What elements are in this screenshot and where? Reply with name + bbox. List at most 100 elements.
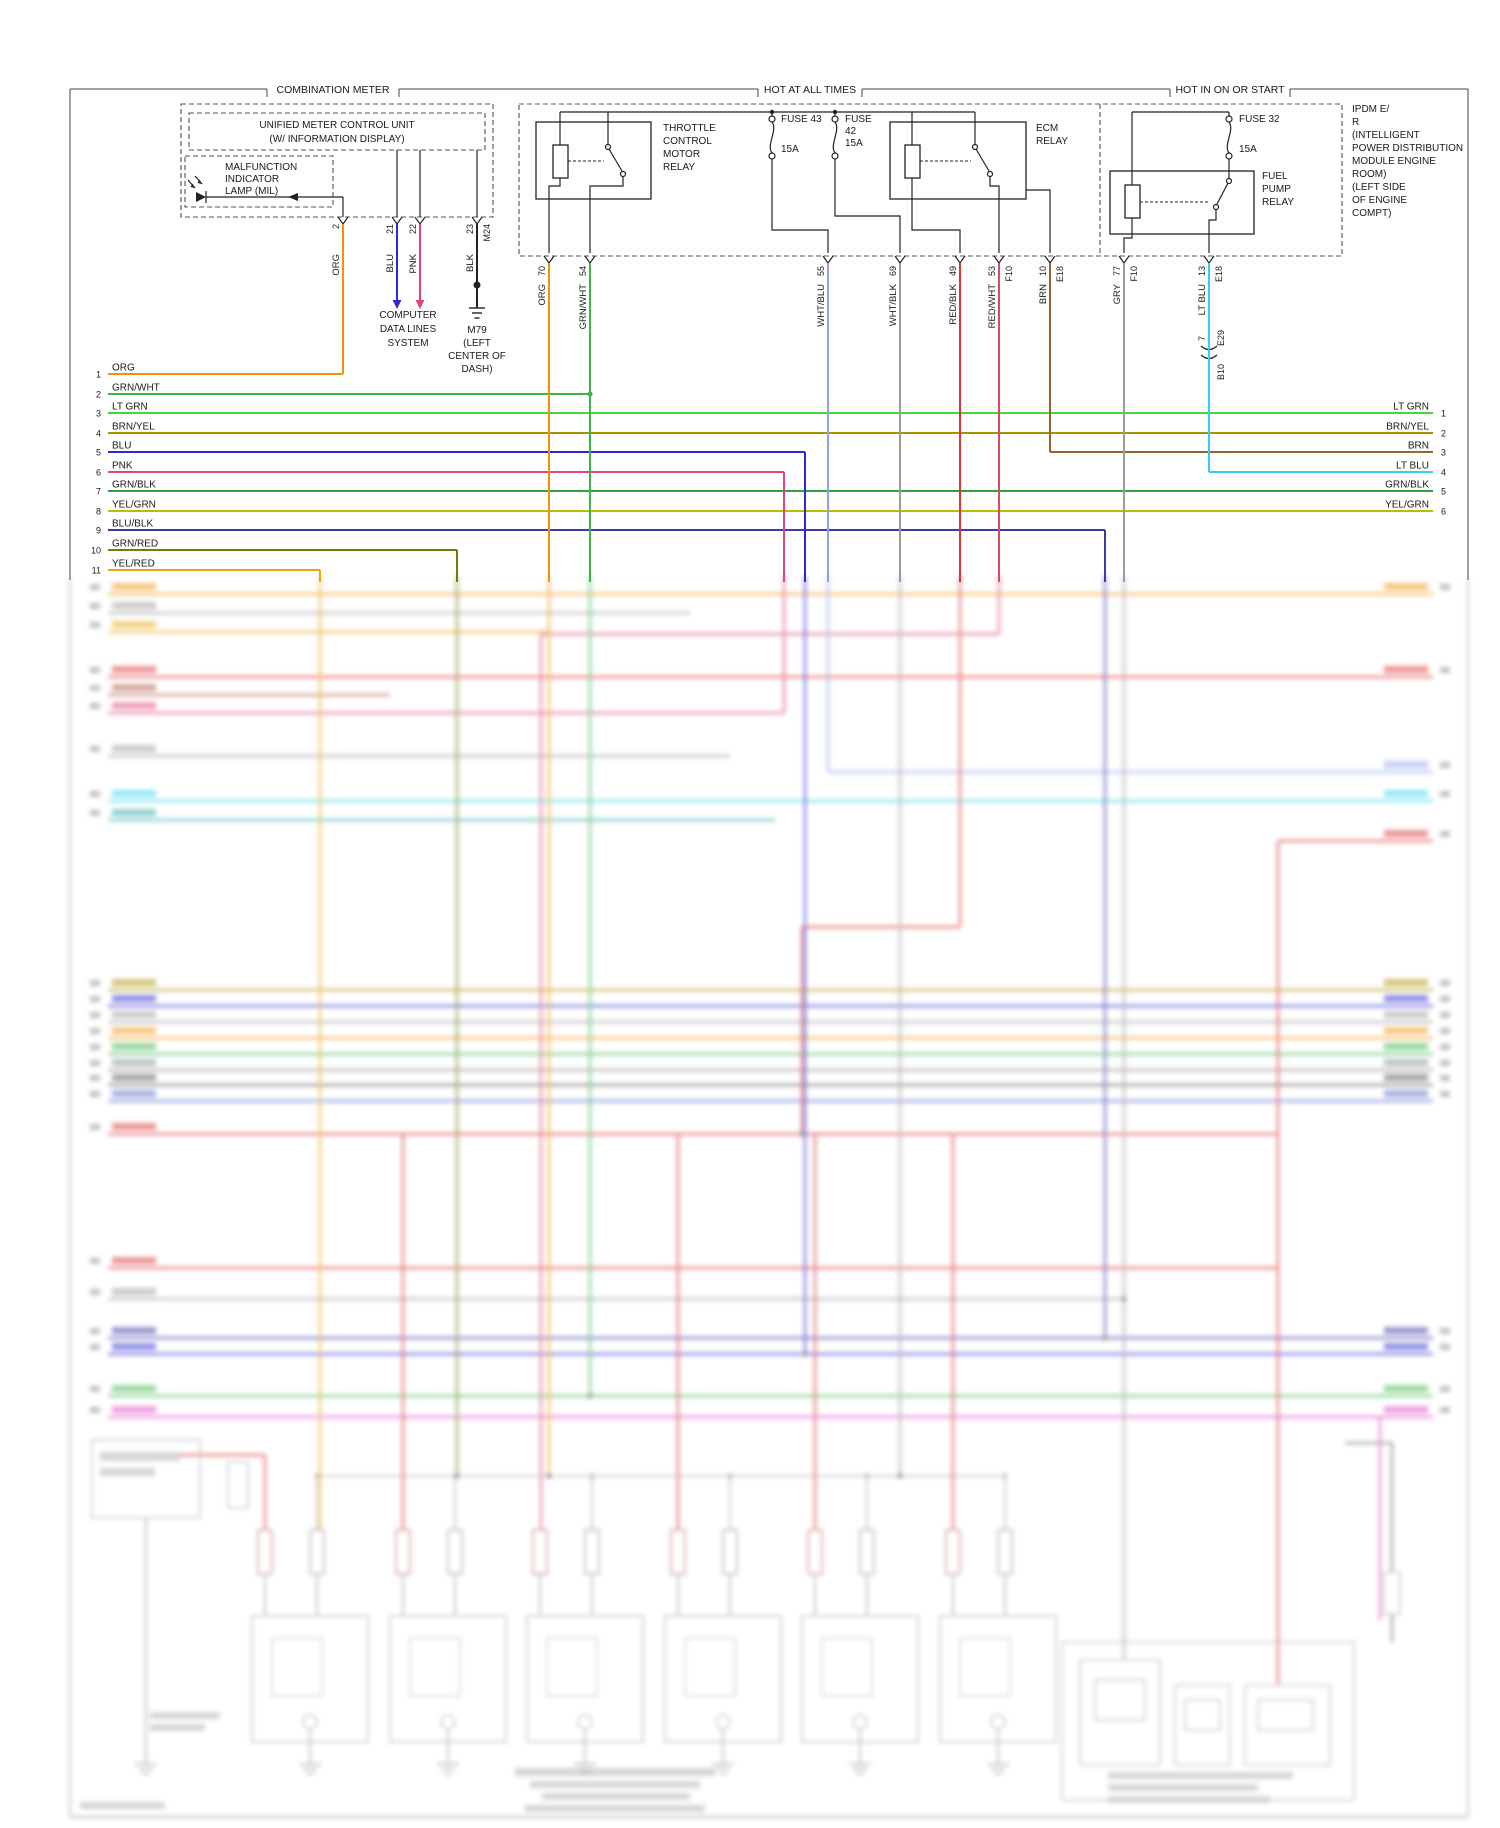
junction-dot bbox=[587, 391, 593, 397]
left-wire-label: YEL/RED bbox=[112, 559, 155, 570]
fuse-element bbox=[1226, 121, 1232, 154]
blurred-component-box bbox=[1257, 1699, 1314, 1731]
blurred-wire-label bbox=[1384, 1327, 1428, 1334]
blurred-wire-number bbox=[90, 1060, 100, 1066]
blurred-wire-label bbox=[112, 995, 156, 1002]
blurred-coil-connector bbox=[722, 1529, 738, 1575]
relay-box bbox=[889, 121, 1027, 200]
blurred-wire-number bbox=[1440, 1386, 1450, 1392]
blurred-component-box bbox=[91, 1439, 201, 1519]
throttle-control-motor-relay bbox=[535, 112, 652, 253]
ipdm-connector-name: F10 bbox=[1129, 266, 1139, 282]
meter-pin-wire-label: BLK bbox=[465, 253, 476, 272]
blurred-coil-connector bbox=[395, 1529, 411, 1575]
blurred-wire-label bbox=[112, 745, 156, 752]
passthrough-connector-from: E29 bbox=[1216, 330, 1226, 346]
ipdm-er-label: IPDM E/ R (INTELLIGENT POWER DISTRIBUTIO… bbox=[1352, 104, 1463, 219]
blurred-wire-number bbox=[1440, 1028, 1450, 1034]
blurred-wire-label bbox=[112, 602, 156, 609]
blurred-coil-inner-box bbox=[546, 1637, 598, 1697]
fuse-43-rating: 15A bbox=[781, 144, 799, 155]
blurred-coil-inner-box bbox=[821, 1637, 873, 1697]
left-wire-number: 4 bbox=[96, 429, 101, 439]
blurred-wire-label bbox=[112, 1011, 156, 1018]
left-wire-label: YEL/GRN bbox=[112, 500, 156, 511]
ipdm-label-line: (INTELLIGENT bbox=[1352, 130, 1420, 141]
mil-label-line2: INDICATOR bbox=[225, 174, 279, 185]
fuse-32-symbol bbox=[1225, 112, 1233, 178]
blurred-component-box bbox=[1244, 1684, 1331, 1766]
blurred-wire-label bbox=[1384, 1043, 1428, 1050]
computer-data-lines-line3: SYSTEM bbox=[387, 338, 428, 349]
computer-data-lines-line1: COMPUTER bbox=[379, 310, 436, 321]
blurred-spark-plug-icon bbox=[715, 1714, 731, 1730]
left-wire-label: BRN/YEL bbox=[112, 422, 155, 433]
blurred-wire-number bbox=[1440, 1407, 1450, 1413]
blurred-text bbox=[515, 1768, 715, 1776]
blurred-text bbox=[100, 1468, 155, 1476]
ipdm-pin-wire-label: RED/BLK bbox=[948, 283, 959, 324]
blurred-wire-number bbox=[90, 603, 100, 609]
passthrough-connector-to: B10 bbox=[1216, 364, 1226, 380]
blurred-coil-inner-box bbox=[271, 1637, 323, 1697]
blurred-wire-label bbox=[112, 583, 156, 590]
passthrough-pin-number: 7 bbox=[1197, 336, 1207, 341]
generated-wiring: 2ORG21BLU22PNK23BLKM2470ORG54GRN/WHT55WH… bbox=[91, 216, 1446, 582]
blurred-wire-label bbox=[1384, 1406, 1428, 1413]
junction-dot bbox=[1121, 1296, 1127, 1302]
relay-switch-output bbox=[1208, 210, 1217, 253]
meter-pin-wire-label: BLU bbox=[385, 254, 396, 273]
blurred-text bbox=[1108, 1796, 1270, 1803]
ground-m79-line1: M79 bbox=[467, 325, 487, 336]
blurred-wire-number bbox=[90, 622, 100, 628]
relay-contact bbox=[619, 170, 627, 178]
fuse-43-label: FUSE 43 bbox=[781, 114, 822, 125]
blurred-wire-number bbox=[90, 810, 100, 816]
blurred-coil-connector bbox=[945, 1529, 961, 1575]
blurred-wire-number bbox=[90, 1407, 100, 1413]
right-wire-label: LT GRN bbox=[1393, 402, 1429, 413]
left-wire-number: 10 bbox=[91, 546, 101, 556]
blurred-component-box bbox=[1174, 1684, 1231, 1766]
blurred-spark-plug-icon bbox=[577, 1714, 593, 1730]
left-wire-label: ORG bbox=[112, 363, 135, 374]
blurred-coil-inner-box bbox=[959, 1637, 1011, 1697]
ecm-relay-label1: ECM bbox=[1036, 123, 1058, 134]
ipdm-connector-name: E18 bbox=[1055, 266, 1065, 282]
right-wire-number: 3 bbox=[1441, 448, 1446, 458]
relay-contact bbox=[986, 170, 994, 178]
generated-blur-content bbox=[69, 576, 1469, 1818]
junction-dot bbox=[727, 1473, 733, 1479]
wire-arrowhead bbox=[392, 300, 402, 309]
blurred-wire-number bbox=[1440, 791, 1450, 797]
ipdm-connector-name: E18 bbox=[1214, 266, 1224, 282]
blurred-component-box bbox=[1094, 1679, 1146, 1721]
junction-dot bbox=[589, 1473, 595, 1479]
ipdm-pin-number: 55 bbox=[816, 266, 826, 276]
meter-pin-number: 23 bbox=[465, 224, 475, 234]
blurred-wire-label bbox=[112, 790, 156, 797]
fuel-pump-relay bbox=[1109, 112, 1255, 253]
blurred-coil-inner-box bbox=[684, 1637, 736, 1697]
blurred-coil-connector bbox=[584, 1529, 600, 1575]
blurred-wire-number bbox=[1440, 1012, 1450, 1018]
blurred-wire-number bbox=[90, 1044, 100, 1050]
junction-dot bbox=[314, 1473, 320, 1479]
blurred-component-box bbox=[1079, 1659, 1161, 1766]
blurred-wire-label bbox=[1384, 583, 1428, 590]
blurred-text bbox=[525, 1805, 705, 1812]
ipdm-pin-wire-label: GRY bbox=[1112, 283, 1123, 304]
blurred-wire-label bbox=[1384, 1059, 1428, 1066]
ground-m79-line4: DASH) bbox=[461, 364, 492, 375]
relay-switch-arm bbox=[975, 148, 990, 172]
blurred-wire-label bbox=[112, 621, 156, 628]
left-wire-number: 2 bbox=[96, 390, 101, 400]
left-wire-label: BLU/BLK bbox=[112, 519, 153, 530]
blurred-wire-number bbox=[1440, 762, 1450, 768]
ground-m79-line2: (LEFT bbox=[463, 338, 491, 349]
left-wire-number: 6 bbox=[96, 468, 101, 478]
blurred-ignition-coil-box bbox=[526, 1615, 644, 1743]
ipdm-label-line: OF ENGINE bbox=[1352, 195, 1407, 206]
right-wire-label: YEL/GRN bbox=[1385, 500, 1429, 511]
